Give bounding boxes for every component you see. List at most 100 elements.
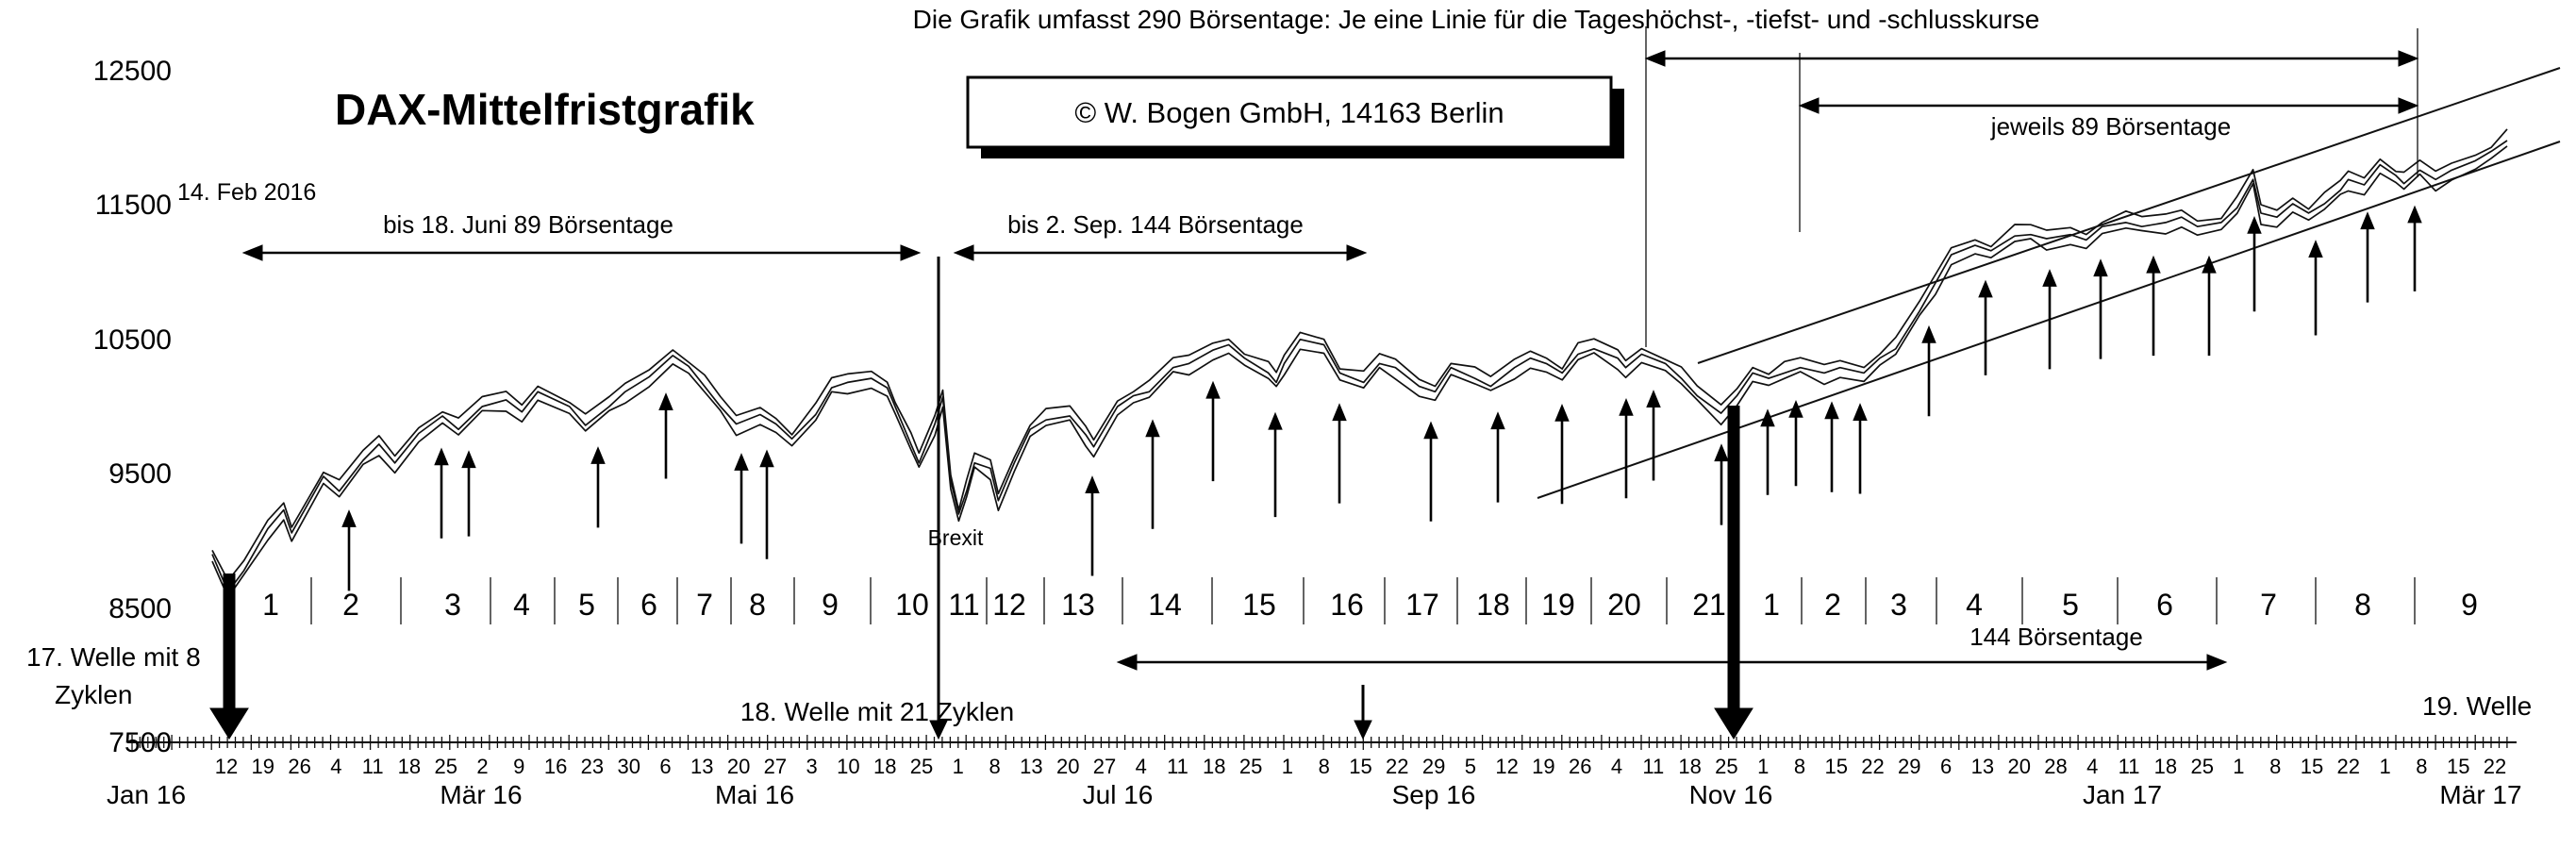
y-axis-label: 11500 [95,190,172,221]
week-label: 25 [2190,755,2213,778]
month-label: Jul 16 [1083,780,1154,809]
cycle-low-arrow [1332,403,1347,504]
y-axis-labels: 12500 11500 10500 9500 8500 7500 [93,56,172,758]
span-arrow: bis 18. Juni 89 Börsentage [241,210,922,261]
week-label: 25 [1715,755,1737,778]
week-label: 10 [837,755,859,778]
cycle-number-wave18: 6 [640,588,657,622]
cycle-low-arrow [2093,258,2108,359]
price-lines [211,128,2508,599]
y-axis-label: 12500 [93,56,172,87]
week-label: 20 [1056,755,1079,778]
span-arrow: 144 Börsentage [1116,623,2228,671]
cycle-low-arrow [1619,397,1634,499]
week-label: 25 [434,755,457,778]
wave-boundary-arrow [1354,685,1372,740]
week-label: 6 [659,755,671,778]
week-label: 23 [581,755,604,778]
cycle-number-wave18: 19 [1541,588,1575,622]
wave-boundary-arrow [1714,406,1753,740]
week-label: 11 [1642,755,1664,778]
week-label: 28 [2044,755,2067,778]
start-date-label: 14. Feb 2016 [177,179,316,206]
event-label: Brexit [928,525,984,550]
week-label: 1 [1757,755,1769,778]
cycle-number-wave18: 13 [1061,588,1095,622]
cycle-low-arrow [1554,403,1570,505]
x-axis-ticks [131,735,2508,750]
cycle-low-arrow [1921,324,1936,417]
cycle-number-wave19: 2 [1824,588,1841,622]
copyright-text: © W. Bogen GmbH, 14163 Berlin [1074,96,1504,129]
week-label: 25 [910,755,933,778]
wave-boundary-arrows [209,257,1753,740]
week-label: 6 [1940,755,1952,778]
cycle-low-arrow [734,453,749,544]
month-label: Mai 16 [715,780,794,809]
cycle-number-wave18: 21 [1692,588,1726,622]
cycle-number-wave18: 11 [948,588,979,622]
cycle-low-arrow [1788,399,1803,487]
cycle-low-arrow [1205,380,1221,482]
cycle-low-arrow [2308,240,2323,336]
y-axis-label: 8500 [108,593,172,624]
cycle-low-arrow [590,446,606,528]
wave-boundary-arrow [209,574,249,740]
span-arrow-label: bis 2. Sep. 144 Börsentage [1007,210,1304,239]
week-label: 1 [1282,755,1293,778]
cycle-numbers: 1 2 3 4 5 6 7 8 9 10 11 12 13 14 15 16 17 18 19 20 21 1 2 3 4 5 6 7… [262,588,2478,622]
week-label: 9 [513,755,524,778]
week-label: 1 [953,755,964,778]
week-label: 1 [2233,755,2244,778]
cycle-low-arrow [1760,408,1775,495]
cycle-number-wave18: 8 [749,588,766,622]
week-label: 4 [1611,755,1622,778]
cycle-number-wave18: 9 [822,588,839,622]
month-label: Jan 17 [2083,780,2162,809]
span-arrow: bis 2. Sep. 144 Börsentage [953,210,1368,261]
cycle-number-wave18: 18 [1476,588,1510,622]
week-label: 11 [1167,755,1188,778]
cycle-low-arrow [1853,403,1868,494]
week-label: 11 [2119,755,2140,778]
month-label: Nov 16 [1689,780,1773,809]
week-label: 8 [1794,755,1805,778]
cycle-separators [310,577,2416,624]
cycle-low-arrows [341,205,2422,591]
cycle-low-arrow [1646,390,1661,481]
copyright-box: © W. Bogen GmbH, 14163 Berlin [966,75,1624,158]
week-label: 4 [2086,755,2098,778]
cycle-number-wave18: 10 [895,588,929,622]
week-label: 18 [1203,755,1225,778]
week-label: 20 [2007,755,2030,778]
wave-boundary-arrow [929,257,948,740]
cycle-number-wave18: 16 [1330,588,1364,622]
week-label: 2 [476,755,488,778]
week-label: 4 [330,755,341,778]
y-axis-label: 7500 [108,727,172,758]
cycle-low-arrow [1085,475,1100,576]
cycle-number-wave18: 1 [262,588,279,622]
event-labels: Brexit [928,525,984,550]
wave18-label: 18. Welle mit 21 Zyklen [740,697,1015,726]
week-label: 22 [1861,755,1884,778]
cycle-number-wave19: 9 [2461,588,2478,622]
copyright-box-frame [966,75,1613,149]
week-label: 13 [1020,755,1042,778]
cycle-number-wave19: 5 [2062,588,2079,622]
wave17-label-line1: 17. Welle mit 8 [26,642,201,672]
cycle-low-arrow [2360,211,2375,303]
week-label: 12 [215,755,238,778]
cycle-number-wave18: 20 [1607,588,1641,622]
week-label: 22 [1386,755,1408,778]
cycle-number-wave18: 3 [444,588,461,622]
week-label: 15 [1825,755,1848,778]
cycle-low-arrow [2407,205,2422,291]
week-label: 3 [806,755,817,778]
chart-subtitle: Die Grafik umfasst 290 Börsentage: Je ei… [913,5,2040,34]
cycle-low-arrow [759,449,774,559]
price-line-high [211,128,2508,582]
week-label: 27 [1093,755,1116,778]
